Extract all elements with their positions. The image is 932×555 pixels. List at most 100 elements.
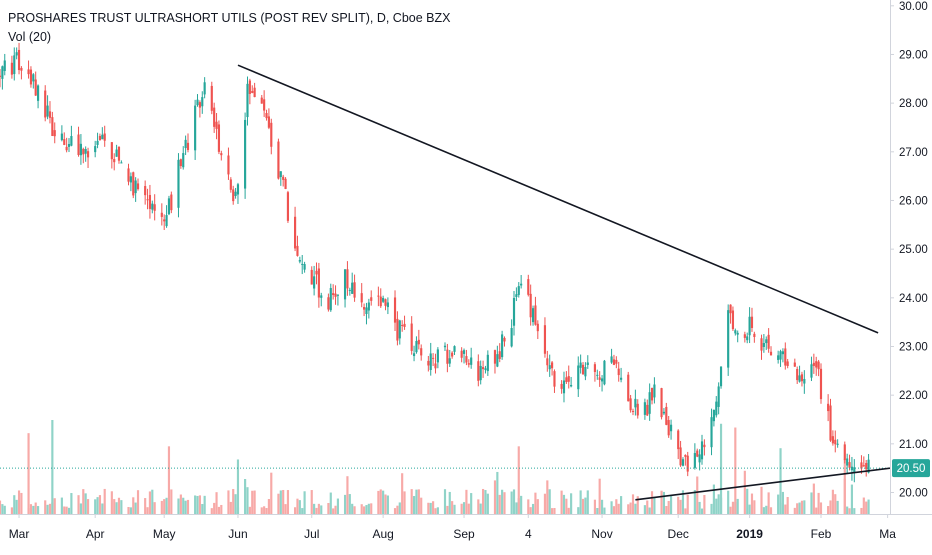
volume-bar — [213, 502, 216, 514]
volume-bar — [101, 503, 104, 514]
volume-bar — [765, 505, 768, 514]
candle-body — [163, 219, 166, 222]
volume-bar — [496, 471, 499, 514]
price-axis[interactable]: 20.00 21.00 22.00 23.00 24.00 25.00 26.00 27.00… — [890, 1, 928, 500]
trendlines[interactable] — [237, 64, 891, 501]
candle-body — [365, 307, 368, 314]
candle-body — [750, 316, 754, 328]
volume-bar — [848, 508, 851, 514]
candle-body — [320, 295, 323, 298]
candle-body — [648, 392, 651, 414]
volume-bar — [570, 493, 573, 514]
candle-body — [565, 377, 568, 383]
candle-body — [693, 453, 696, 468]
candle-body — [182, 153, 185, 168]
volume-bar — [165, 497, 168, 514]
volume-bar — [862, 497, 865, 514]
volume-bar — [3, 505, 6, 514]
candle-body — [846, 458, 849, 466]
volume-bar — [136, 490, 140, 514]
candle-body — [196, 99, 199, 106]
candle-body — [634, 398, 637, 408]
candle-body — [32, 74, 35, 82]
candle-body — [829, 405, 832, 441]
candle-body — [462, 350, 466, 354]
volume-bar — [15, 499, 18, 514]
candle-body — [850, 466, 854, 471]
volume-bar — [551, 508, 554, 514]
volume-bar — [170, 489, 173, 514]
candle-body — [498, 351, 501, 359]
volume-bar — [417, 489, 420, 514]
price-tick-label: 30.00 — [899, 1, 928, 13]
volume-bar — [736, 498, 739, 514]
volume-bar — [160, 500, 163, 514]
price-tick-label: 25.00 — [899, 244, 928, 256]
volume-bar — [584, 497, 587, 514]
volume-bar — [348, 494, 351, 514]
volume-bar — [686, 494, 689, 514]
volume-bar — [267, 499, 270, 514]
volume-spike — [167, 446, 171, 514]
candle-body — [819, 368, 823, 400]
candle-body — [465, 356, 468, 363]
volume-bar — [653, 496, 656, 514]
candle-body — [86, 151, 90, 158]
volume-bar — [731, 501, 735, 514]
volume-bar — [293, 507, 297, 514]
volume-bar — [317, 503, 320, 514]
candle-body — [3, 60, 6, 71]
candle-body — [184, 139, 187, 149]
price-tick-label: 22.00 — [899, 390, 928, 402]
volume-bar — [67, 507, 71, 514]
candle-body — [646, 404, 649, 416]
time-tick-label: Jul — [304, 527, 319, 541]
candle-body — [186, 142, 190, 150]
candle-body — [20, 67, 23, 71]
candle-body — [246, 83, 249, 118]
candle-body — [434, 363, 437, 369]
time-axis[interactable]: Mar Apr May Jun Jul Aug Sep 4 Nov Dec 2019 Feb Ma — [9, 514, 897, 541]
volume-bar — [817, 492, 820, 514]
volume-bar — [415, 489, 418, 514]
candle-body — [48, 111, 52, 118]
candle-body — [467, 363, 470, 365]
volume-bar — [786, 497, 789, 514]
volume-layer — [0, 420, 870, 514]
candle-body — [865, 463, 868, 470]
volume-bar — [117, 497, 121, 514]
candle-body — [503, 337, 506, 342]
candle-body — [553, 371, 556, 387]
candle-body — [277, 141, 280, 179]
volume-bar — [82, 489, 85, 514]
candle-body — [453, 346, 456, 352]
volume-bar — [486, 493, 489, 514]
volume-bar — [529, 507, 532, 514]
candle-body — [203, 82, 206, 95]
volume-bar — [646, 500, 649, 514]
volume-bar — [512, 489, 516, 514]
volume-bar — [810, 492, 813, 514]
time-tick-label: 4 — [525, 527, 532, 541]
volume-bar — [270, 472, 273, 514]
candle-body — [303, 264, 306, 270]
volume-bar — [693, 489, 696, 514]
volume-bar — [800, 500, 804, 514]
candle-body — [484, 368, 487, 370]
candle-body — [769, 351, 773, 356]
candle-body — [481, 367, 485, 370]
volume-bar — [113, 499, 116, 514]
candle-body — [610, 356, 613, 363]
candle-body — [386, 302, 389, 308]
candle-body — [686, 455, 689, 472]
volume-bar — [246, 487, 249, 514]
candle-body — [65, 146, 68, 151]
candle-body — [29, 69, 33, 85]
candle-body — [443, 345, 447, 348]
candle-body — [765, 339, 768, 344]
volume-bar — [498, 494, 501, 514]
volume-bar — [600, 499, 604, 514]
candle-body — [253, 87, 256, 98]
